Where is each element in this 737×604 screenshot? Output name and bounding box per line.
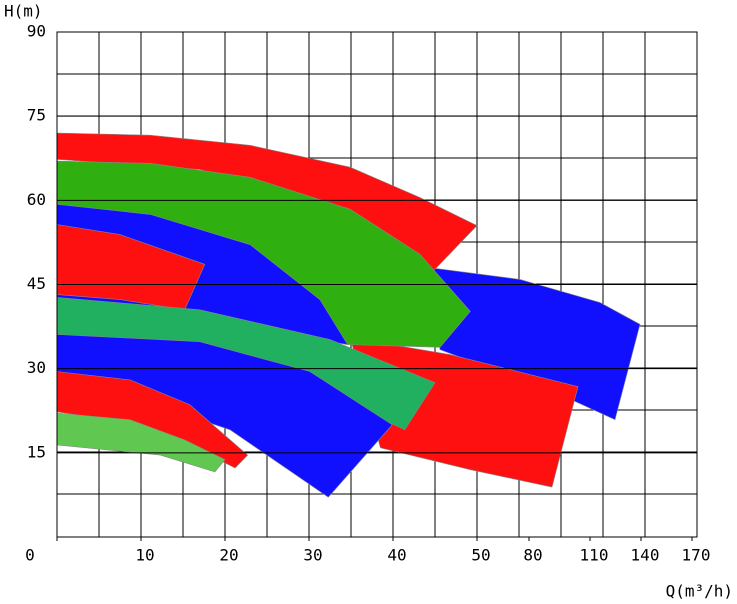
- x-axis-label: Q(m³/h): [666, 582, 733, 601]
- x-tick-label: 110: [580, 546, 609, 565]
- y-tick-label: 75: [27, 106, 46, 125]
- x-tick-label: 140: [631, 546, 660, 565]
- x-tick-label: 40: [387, 546, 406, 565]
- plot-frame: [56, 31, 698, 538]
- y-tick-label: 30: [27, 358, 46, 377]
- y-tick-label: 90: [27, 22, 46, 41]
- x-tick-label: 170: [682, 546, 711, 565]
- y-tick-label: 60: [27, 190, 46, 209]
- performance-band: [56, 412, 226, 473]
- x-tick-label: 20: [219, 546, 238, 565]
- x-tick-label: 80: [523, 546, 542, 565]
- axes: 15 30 45 60 75 90 0 10 20 30 40 50 80 110 140 170: [25, 22, 710, 565]
- y-tick-label: 45: [27, 274, 46, 293]
- bands: [56, 132, 641, 498]
- x-tick-label: 0: [25, 546, 35, 565]
- x-tick-label: 30: [303, 546, 322, 565]
- x-tick-label: 10: [135, 546, 154, 565]
- y-axis-label: H(m): [4, 2, 43, 21]
- x-tick-label: 50: [471, 546, 490, 565]
- y-tick-label: 15: [27, 442, 46, 461]
